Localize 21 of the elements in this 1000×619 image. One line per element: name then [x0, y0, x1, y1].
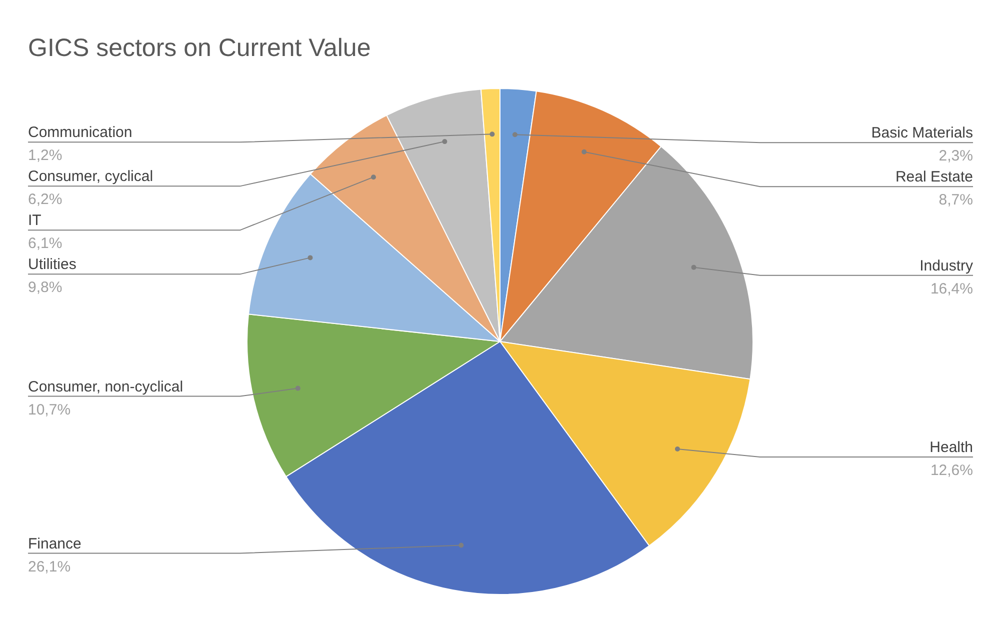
slice-label: Consumer, non-cyclical: [28, 378, 184, 396]
slice-label: Industry: [920, 257, 974, 274]
data-label: 12,6%: [930, 462, 973, 479]
data-label: 10,7%: [28, 401, 71, 418]
slice-label: Finance: [28, 535, 82, 552]
slice-label: Communication: [28, 124, 132, 142]
data-label: 9,8%: [28, 279, 62, 296]
data-label: 16,4%: [930, 280, 973, 298]
slice-label: Basic Materials: [871, 124, 973, 142]
data-label: 26,1%: [28, 558, 71, 576]
slice-label: Utilities: [28, 256, 76, 274]
data-label: 2,3%: [938, 148, 973, 165]
data-label: 1,2%: [28, 147, 62, 164]
slice-label: IT: [28, 212, 42, 230]
data-label: 6,1%: [28, 235, 62, 252]
chart-title: GICS sectors on Current Value: [28, 34, 371, 63]
slice-label: Health: [930, 438, 973, 456]
slice-label: Consumer, cyclical: [28, 168, 154, 186]
slice-label: Real Estate: [895, 168, 973, 186]
data-label: 6,2%: [28, 191, 62, 208]
data-label: 8,7%: [938, 192, 973, 209]
